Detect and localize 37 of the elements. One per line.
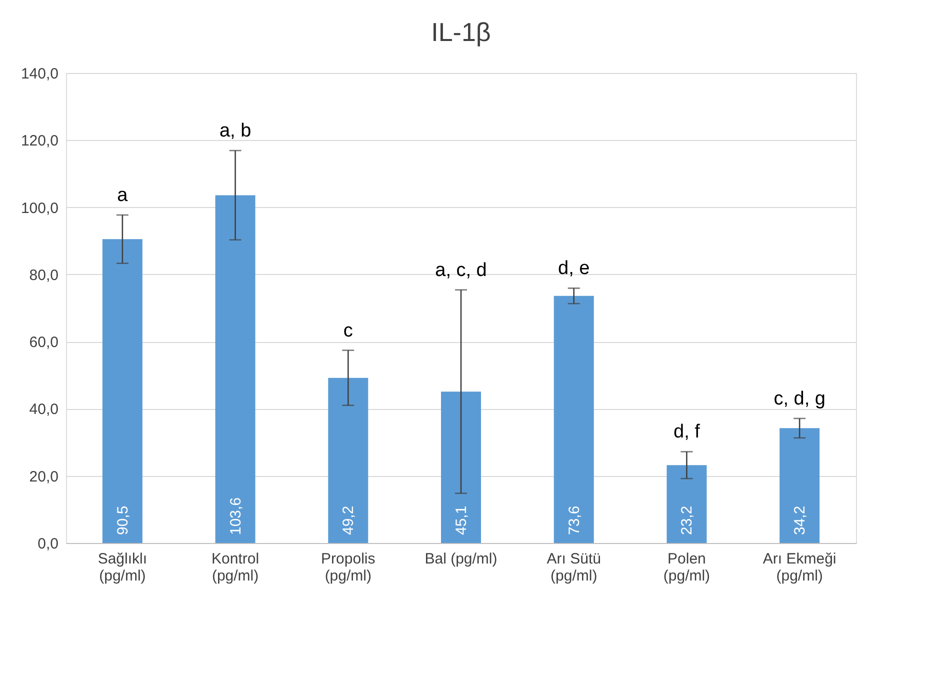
x-tick-label: Sağlıklı (pg/ml) (98, 550, 148, 584)
x-tick-label: Propolis (pg/ml) (321, 550, 376, 584)
bar (441, 392, 481, 543)
data-label: 45,1 (453, 506, 470, 535)
annotation: d, e (558, 258, 590, 280)
data-label: 90,5 (114, 506, 132, 535)
x-tick-label: Arı Ekmeği (pg/ml) (762, 550, 836, 584)
bar (554, 296, 594, 543)
x-tick-label: Bal (pg/ml) (424, 550, 498, 568)
data-label: 103,6 (227, 497, 244, 535)
x-tick-label: Polen (pg/ml) (663, 550, 710, 584)
y-tick-label: 120,0 (20, 132, 58, 150)
x-tick-label: Arı Sütü (pg/ml) (546, 550, 601, 584)
data-label: 23,2 (678, 506, 696, 535)
y-tick-label: 40,0 (29, 401, 58, 418)
bar (102, 239, 142, 543)
data-label: 34,2 (792, 506, 809, 535)
y-tick-label: 140,0 (20, 66, 58, 82)
bar (328, 378, 368, 543)
annotation: a, c, d (435, 260, 487, 281)
bar (666, 465, 707, 543)
x-tick-label: Kontrol (pg/ml) (212, 550, 260, 584)
bar (780, 428, 820, 543)
y-tick-label: 100,0 (20, 200, 58, 217)
y-tick-label: 80,0 (29, 266, 58, 284)
y-tick-label: 20,0 (29, 468, 58, 486)
chart-title: IL-1β (431, 17, 491, 47)
annotation: d, f (674, 422, 701, 443)
data-label: 49,2 (340, 506, 358, 535)
annotation: c, d, g (774, 388, 826, 410)
annotation: a (117, 185, 128, 206)
annotation: c (343, 320, 353, 342)
bar (215, 195, 256, 543)
annotation: a, b (219, 120, 252, 142)
data-label: 73,6 (566, 506, 583, 535)
y-tick-label: 0,0 (38, 536, 58, 552)
y-tick-label: 60,0 (29, 334, 58, 352)
